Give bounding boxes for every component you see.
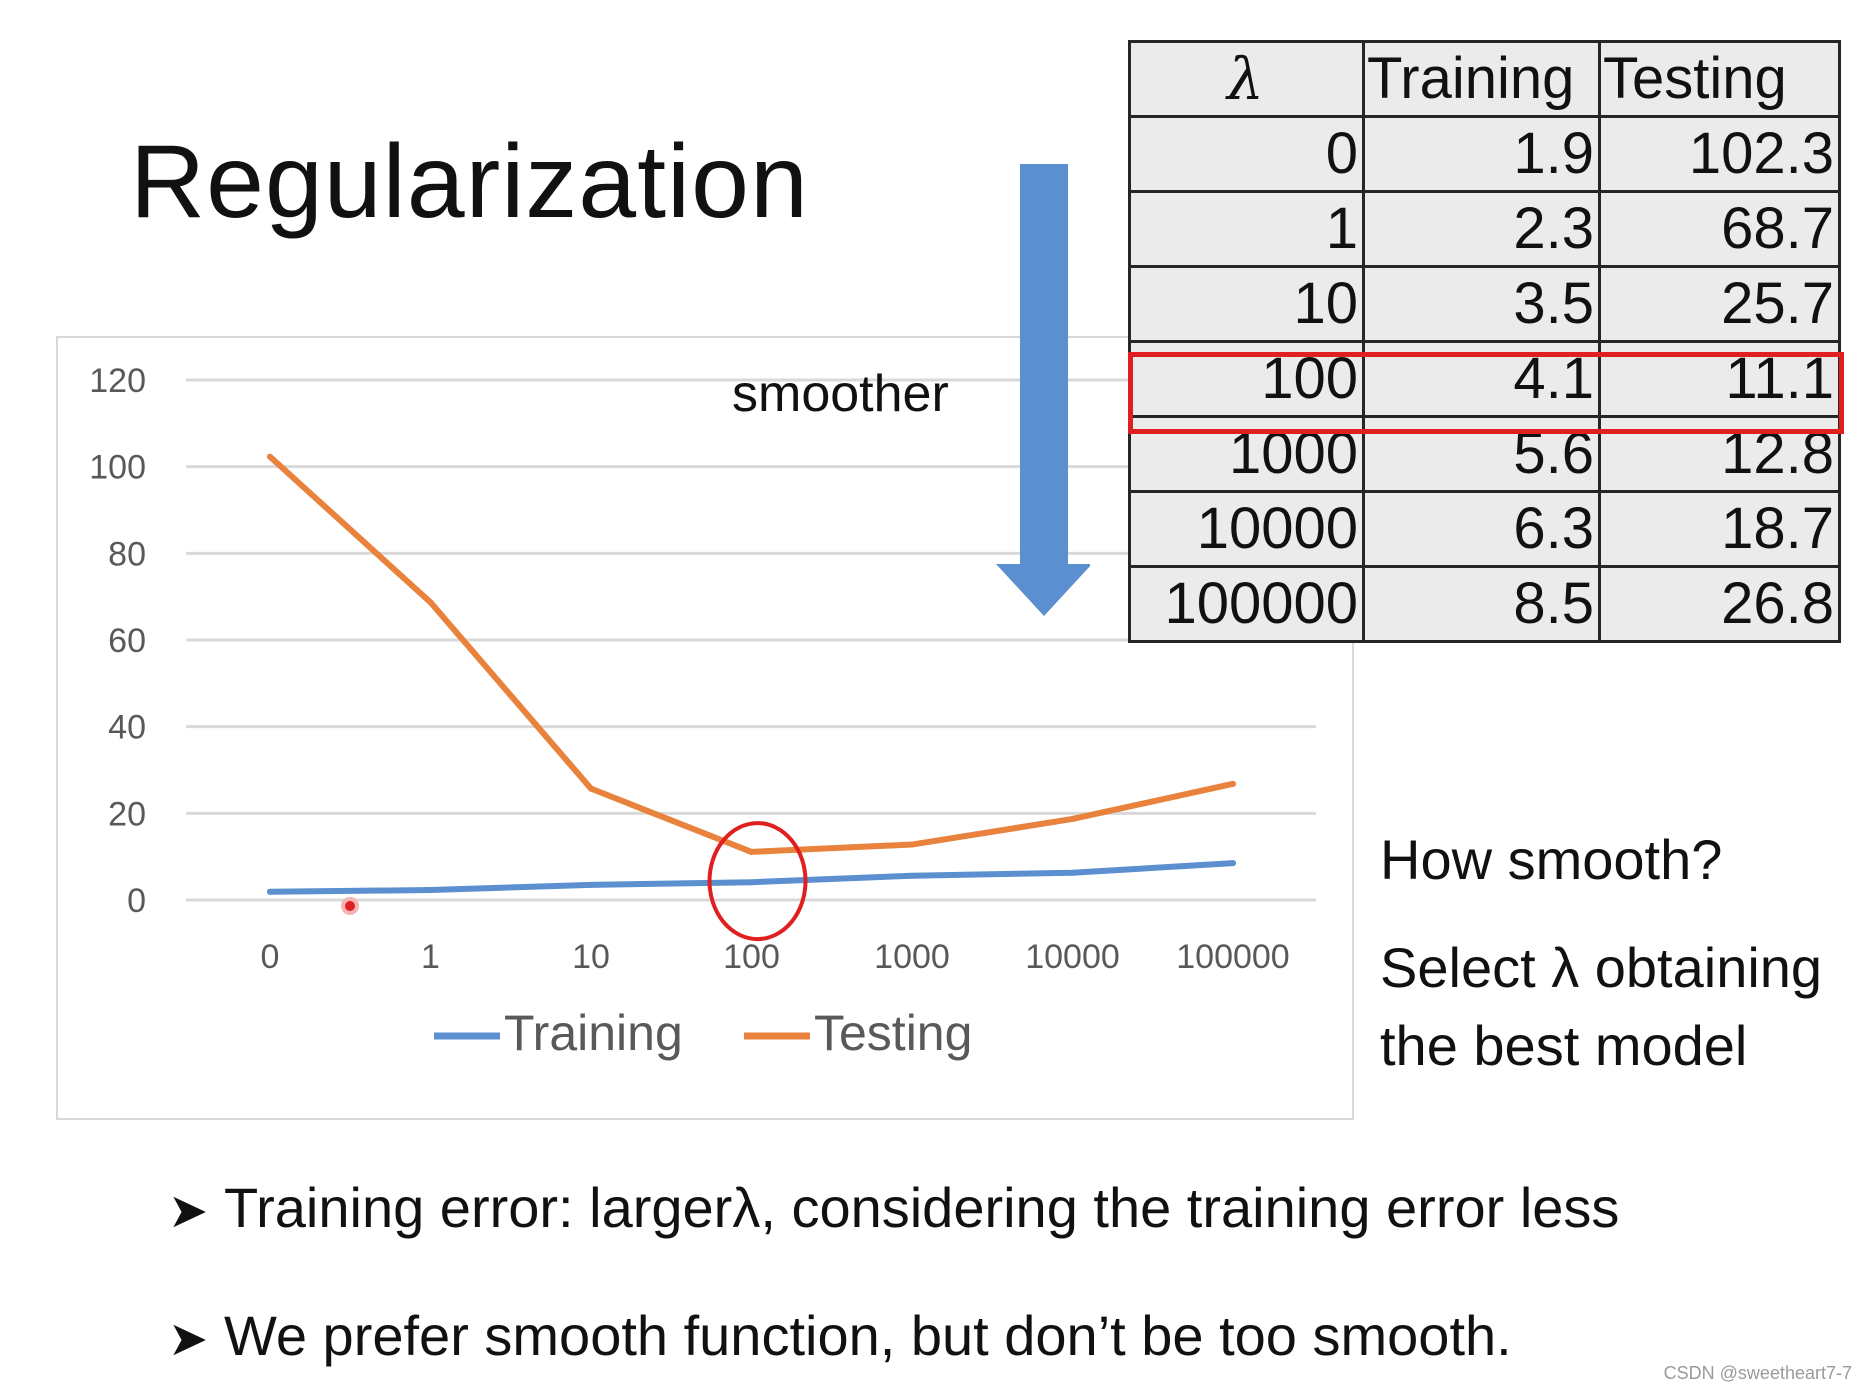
testing-cell: 102.3 (1598, 115, 1841, 193)
data-point (1230, 860, 1236, 867)
legend-label: Testing (814, 1005, 972, 1061)
header-training: Training (1362, 40, 1601, 118)
bullet-text: We prefer smooth function, but don’t be … (224, 1304, 1512, 1367)
y-tick-label: 60 (108, 622, 146, 660)
table-row: 10 3.5 25.7 (1128, 265, 1841, 343)
table-row: 0 1.9 102.3 (1128, 115, 1841, 193)
lambda-error-table: λ Training Testing 0 1.9 102.3 1 2.3 68.… (1128, 40, 1841, 643)
side-note-question: How smooth? (1380, 828, 1723, 891)
table-row: 100000 8.5 26.8 (1128, 565, 1841, 643)
x-tick-label: 10000 (1025, 938, 1120, 976)
training-cell: 2.3 (1362, 190, 1601, 268)
data-point (748, 848, 755, 855)
side-note-answer-line2: the best model (1380, 1014, 1748, 1077)
lambda-cell: 1000 (1128, 415, 1365, 493)
x-tick-label: 0 (261, 938, 280, 976)
testing-cell: 11.1 (1598, 340, 1841, 418)
testing-cell: 18.7 (1598, 490, 1841, 568)
smoother-label: smoother (732, 365, 949, 423)
data-point (1230, 780, 1236, 787)
data-point (588, 881, 594, 888)
training-cell: 6.3 (1362, 490, 1601, 568)
training-cell: 4.1 (1362, 340, 1601, 418)
y-tick-label: 40 (108, 709, 146, 747)
lambda-cell: 100000 (1128, 565, 1365, 643)
best-lambda-circle (707, 821, 808, 942)
header-lambda: λ (1128, 40, 1365, 118)
training-cell: 5.6 (1362, 415, 1601, 493)
lambda-cell: 0 (1128, 115, 1365, 193)
y-tick-label: 80 (108, 535, 146, 573)
training-cell: 1.9 (1362, 115, 1601, 193)
y-tick-label: 100 (89, 449, 146, 487)
table-header-row: λ Training Testing (1128, 40, 1841, 118)
table-row: 10000 6.3 18.7 (1128, 490, 1841, 568)
x-tick-label: 10 (572, 938, 610, 976)
testing-cell: 12.8 (1598, 415, 1841, 493)
table-row-highlighted: 100 4.1 11.1 (1128, 340, 1841, 418)
down-arrow-icon (990, 160, 1092, 625)
watermark: CSDN @sweetheart7-7 (1663, 1363, 1852, 1383)
legend-label: Training (504, 1005, 683, 1061)
lambda-cell: 100 (1128, 340, 1365, 418)
table-row: 1 2.3 68.7 (1128, 190, 1841, 268)
data-point (267, 453, 273, 460)
data-point (427, 599, 434, 606)
lambda-cell: 1 (1128, 190, 1365, 268)
data-point (267, 888, 273, 895)
series-line-training (267, 860, 1236, 895)
slide-title: Regularization (130, 124, 809, 240)
data-point (1069, 869, 1076, 876)
x-tick-label: 100000 (1176, 938, 1289, 976)
lambda-cell: 10000 (1128, 490, 1365, 568)
y-tick-label: 0 (127, 882, 146, 920)
data-point (748, 879, 755, 886)
cursor-dot (345, 901, 355, 911)
x-tick-label: 1000 (874, 938, 950, 976)
x-tick-label: 1 (421, 938, 440, 976)
arrow-bullet-icon: ➤ (168, 1185, 209, 1239)
x-tick-label: 100 (723, 938, 780, 976)
training-cell: 8.5 (1362, 565, 1601, 643)
header-testing: Testing (1598, 40, 1841, 118)
y-tick-label: 20 (108, 795, 146, 833)
data-point (588, 785, 594, 792)
arrow-bullet-icon: ➤ (168, 1313, 209, 1367)
testing-cell: 68.7 (1598, 190, 1841, 268)
training-cell: 3.5 (1362, 265, 1601, 343)
testing-cell: 26.8 (1598, 565, 1841, 643)
line-chart: 0 20 40 60 80 100 120 0 1 10 100 1000 10000 100000 Tra… (89, 362, 1316, 1061)
side-note-answer-line1: Select λ obtaining (1380, 936, 1823, 999)
bullet-text: Training error: largerλ, considering the… (224, 1176, 1620, 1239)
bullet-item: ➤ We prefer smooth function, but don’t be… (168, 1308, 1512, 1364)
data-point (427, 887, 434, 894)
testing-cell: 25.7 (1598, 265, 1841, 343)
data-point (909, 841, 915, 848)
data-point (1069, 815, 1076, 822)
bullet-item: ➤ Training error: largerλ, considering th… (168, 1180, 1619, 1236)
data-point (909, 872, 915, 879)
table-row: 1000 5.6 12.8 (1128, 415, 1841, 493)
lambda-cell: 10 (1128, 265, 1365, 343)
y-tick-label: 120 (89, 362, 146, 400)
